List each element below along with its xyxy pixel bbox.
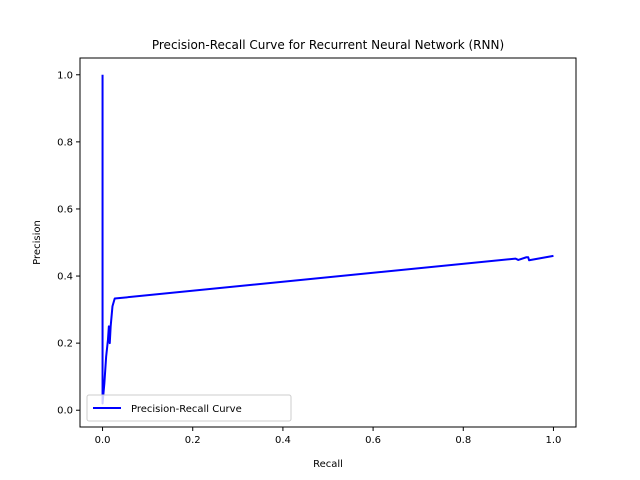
legend-entry-label: Precision-Recall Curve [131, 404, 242, 415]
y-axis-ticks: 0.0 0.2 0.4 0.6 0.8 1.0 [57, 70, 80, 417]
y-tick-label: 0.6 [57, 204, 73, 215]
x-tick-label: 0.8 [455, 435, 471, 446]
x-tick-label: 1.0 [546, 435, 562, 446]
y-tick-label: 0.0 [57, 406, 73, 417]
y-tick-label: 0.2 [57, 339, 73, 350]
axes-frame [79, 57, 577, 428]
x-tick-label: 0.2 [185, 435, 201, 446]
chart-title: Precision-Recall Curve for Recurrent Neu… [152, 38, 504, 52]
x-tick-label: 0.0 [95, 435, 111, 446]
legend-box [86, 394, 292, 422]
x-tick-label: 0.4 [275, 435, 291, 446]
y-axis-label: Precision [32, 220, 43, 265]
x-axis-ticks: 0.0 0.2 0.4 0.6 0.8 1.0 [95, 427, 562, 446]
legend: Precision-Recall Curve [86, 394, 292, 422]
x-tick-label: 0.6 [365, 435, 381, 446]
y-tick-label: 1.0 [57, 70, 73, 81]
x-axis-label: Recall [313, 459, 343, 470]
y-tick-label: 0.8 [57, 137, 73, 148]
y-tick-label: 0.4 [57, 272, 73, 283]
